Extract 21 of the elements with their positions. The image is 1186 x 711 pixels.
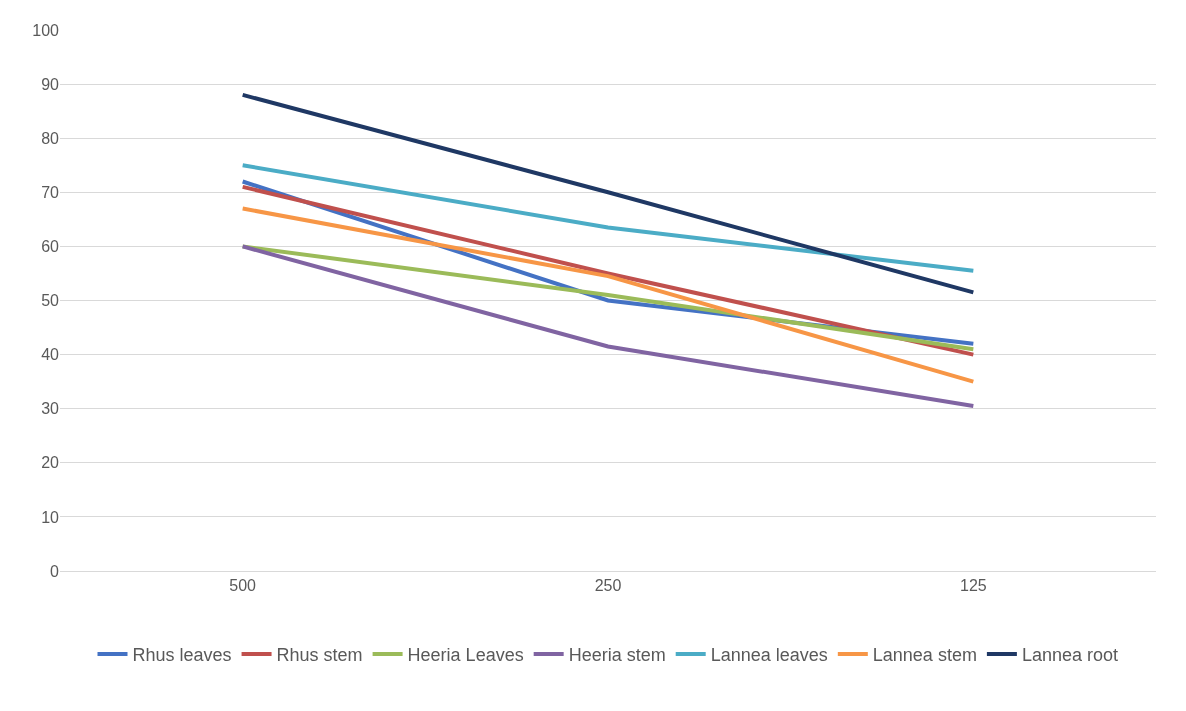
y-tick-label: 30 [41,400,60,418]
legend-label: Heeria stem [568,645,666,666]
legend-label: Lannea root [1021,645,1118,666]
x-tick-label: 125 [959,577,987,595]
y-tick-label: 50 [41,292,60,310]
legend-label: Lannea leaves [710,645,828,666]
y-tick-label: 60 [41,238,60,255]
legend-label: Rhus leaves [132,645,232,666]
y-tick-label: 40 [41,346,60,364]
legend-label: Heeria Leaves [407,645,524,666]
y-tick-label: 100 [32,21,60,39]
y-tick-label: 20 [41,454,60,472]
legend-label: Rhus stem [276,645,363,666]
y-tick-label: 70 [41,183,60,201]
legend-label: Lannea stem [872,645,977,666]
x-tick-label: 500 [229,577,257,595]
y-tick-label: 80 [41,129,60,147]
x-tick-label: 250 [594,577,622,595]
y-tick-label: 10 [41,508,60,526]
y-tick-label: 90 [41,75,60,93]
y-tick-label: 0 [50,562,60,580]
